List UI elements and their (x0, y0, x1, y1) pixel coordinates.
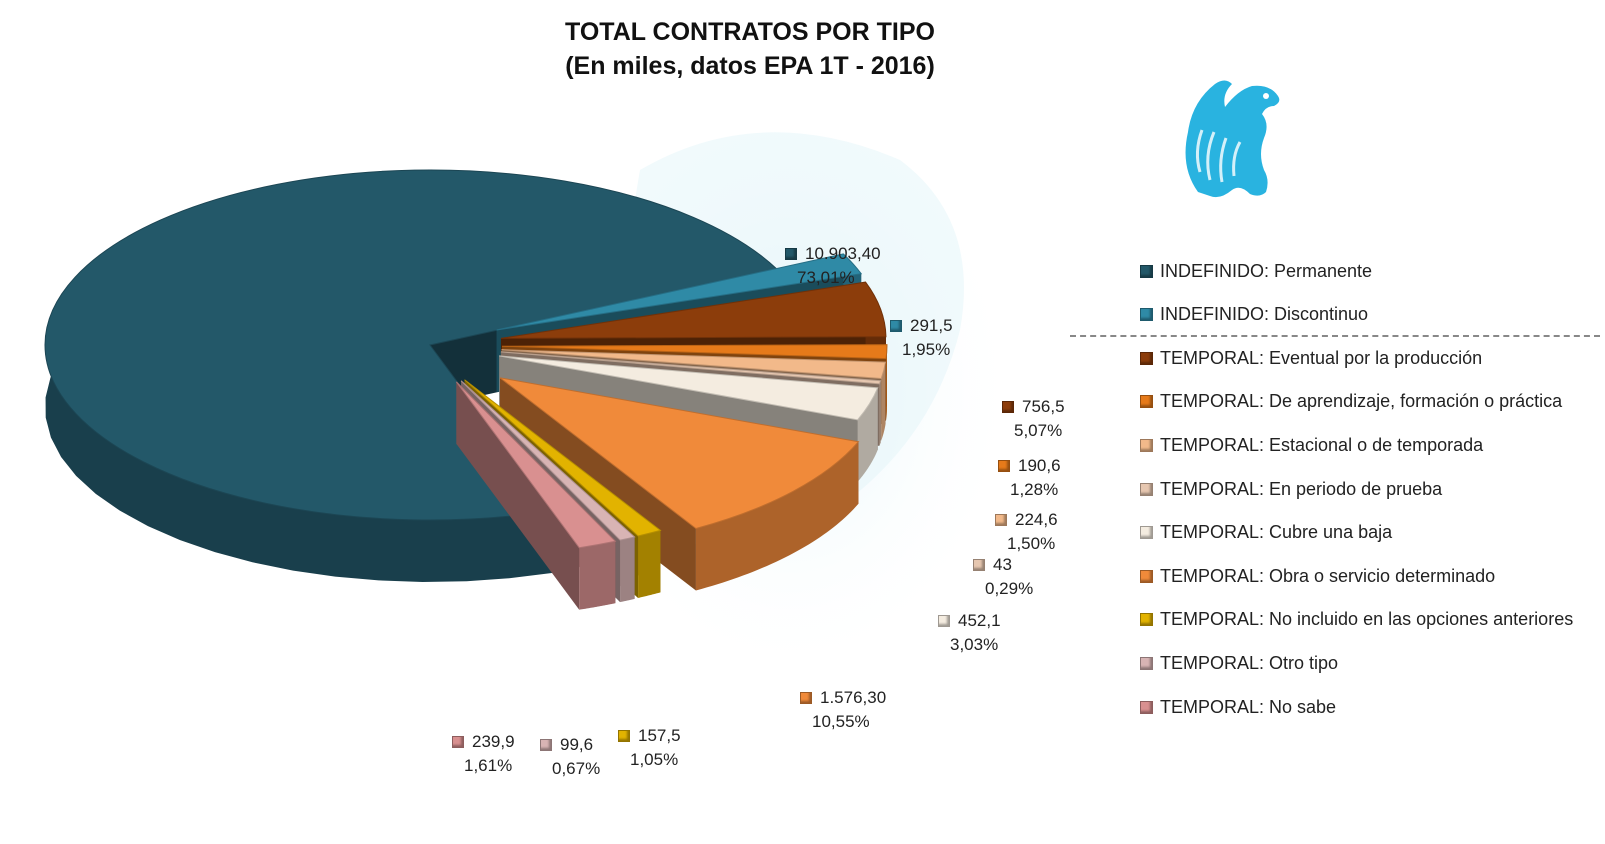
legend-separator (1070, 335, 1600, 337)
data-label-value: 291,5 (910, 316, 953, 335)
legend-label: TEMPORAL: En periodo de prueba (1160, 478, 1443, 499)
legend-item: TEMPORAL: Obra o servicio determinado (1140, 563, 1495, 589)
data-label-6: 43 0,29% (973, 553, 1033, 601)
legend-item: INDEFINIDO: Permanente (1140, 258, 1372, 284)
data-label-percent: 1,28% (1010, 480, 1059, 499)
data-label-swatch (890, 320, 902, 332)
legend-label: TEMPORAL: Eventual por la producción (1160, 347, 1483, 368)
legend-item: TEMPORAL: No incluido en las opciones an… (1140, 607, 1573, 633)
data-label-swatch (1002, 401, 1014, 413)
data-label-swatch (998, 460, 1010, 472)
legend-item: TEMPORAL: De aprendizaje, formación o pr… (1140, 389, 1562, 415)
legend-label: TEMPORAL: Estacional o de temporada (1160, 434, 1484, 455)
legend-swatch (1140, 656, 1153, 670)
data-label-value: 239,9 (472, 732, 515, 751)
data-label-percent: 0,29% (985, 579, 1034, 598)
data-label-percent: 5,07% (1014, 421, 1063, 440)
data-label-swatch (785, 248, 797, 260)
data-label-swatch (618, 730, 630, 742)
data-label-percent: 1,05% (630, 750, 679, 769)
data-label-3: 756,5 5,07% (1002, 395, 1065, 443)
data-label-4: 190,6 1,28% (998, 454, 1061, 502)
data-label-percent: 3,03% (950, 635, 999, 654)
legend-swatch (1140, 308, 1153, 322)
data-label-value: 99,6 (560, 735, 594, 754)
data-label-swatch (973, 559, 985, 571)
data-label-swatch (938, 615, 950, 627)
data-label-percent: 1,61% (464, 756, 513, 775)
data-label-1: 10.903,40 73,01% (785, 242, 881, 290)
legend-swatch (1140, 613, 1153, 627)
data-label-5: 224,6 1,50% (995, 508, 1058, 556)
data-label-percent: 1,50% (1007, 534, 1056, 553)
data-label-percent: 73,01% (797, 268, 855, 287)
legend-label: TEMPORAL: De aprendizaje, formación o pr… (1160, 391, 1563, 412)
data-label-percent: 0,67% (552, 759, 601, 778)
legend-swatch (1140, 264, 1153, 278)
data-label-value: 1.576,30 (820, 688, 887, 707)
legend-swatch (1140, 482, 1153, 496)
data-label-value: 224,6 (1015, 510, 1058, 529)
legend-item: TEMPORAL: En periodo de prueba (1140, 476, 1442, 502)
legend-item: TEMPORAL: Cubre una baja (1140, 520, 1392, 546)
data-label-value: 157,5 (638, 726, 681, 745)
legend-label: TEMPORAL: Otro tipo (1160, 652, 1339, 673)
data-label-percent: 1,95% (902, 340, 951, 359)
data-label-swatch (995, 514, 1007, 526)
data-label-value: 190,6 (1018, 456, 1061, 475)
data-label-swatch (540, 739, 552, 751)
data-label-9: 157,5 1,05% (618, 724, 681, 772)
data-label-swatch (452, 736, 464, 748)
data-label-swatch (800, 692, 812, 704)
legend-label: TEMPORAL: No sabe (1160, 696, 1337, 717)
legend-label: INDEFINIDO: Permanente (1160, 260, 1373, 281)
data-label-8: 1.576,30 10,55% (800, 686, 886, 734)
legend-swatch (1140, 395, 1153, 409)
data-label-value: 452,1 (958, 611, 1001, 630)
data-label-value: 43 (993, 555, 1012, 574)
legend-item: TEMPORAL: Otro tipo (1140, 650, 1338, 676)
data-label-value: 756,5 (1022, 397, 1065, 416)
legend-label: TEMPORAL: No incluido en las opciones an… (1160, 609, 1574, 630)
data-label-10: 99,6 0,67% (540, 733, 600, 781)
legend-item: TEMPORAL: Estacional o de temporada (1140, 432, 1483, 458)
legend-item: TEMPORAL: Eventual por la producción (1140, 345, 1482, 371)
chart-subtitle: (En miles, datos EPA 1T - 2016) (565, 52, 935, 80)
data-label-value: 10.903,40 (805, 244, 881, 263)
data-label-7: 452,1 3,03% (938, 609, 1001, 657)
legend-item: TEMPORAL: No sabe (1140, 694, 1336, 720)
legend-swatch (1140, 700, 1153, 714)
data-label-percent: 10,55% (812, 712, 870, 731)
legend-item: INDEFINIDO: Discontinuo (1140, 302, 1368, 328)
legend-label: TEMPORAL: Obra o servicio determinado (1160, 565, 1496, 586)
griffin-logo-icon (1185, 80, 1280, 198)
legend-label: TEMPORAL: Cubre una baja (1160, 522, 1393, 543)
legend-swatch (1140, 526, 1153, 540)
legend-swatch (1140, 569, 1153, 583)
pie-slice-11 (455, 381, 617, 610)
data-label-11: 239,9 1,61% (452, 730, 515, 778)
legend-swatch (1140, 351, 1153, 365)
legend-label: INDEFINIDO: Discontinuo (1160, 304, 1369, 325)
chart-title: TOTAL CONTRATOS POR TIPO (565, 18, 935, 46)
legend-swatch (1140, 438, 1153, 452)
data-label-2: 291,5 1,95% (890, 314, 953, 362)
